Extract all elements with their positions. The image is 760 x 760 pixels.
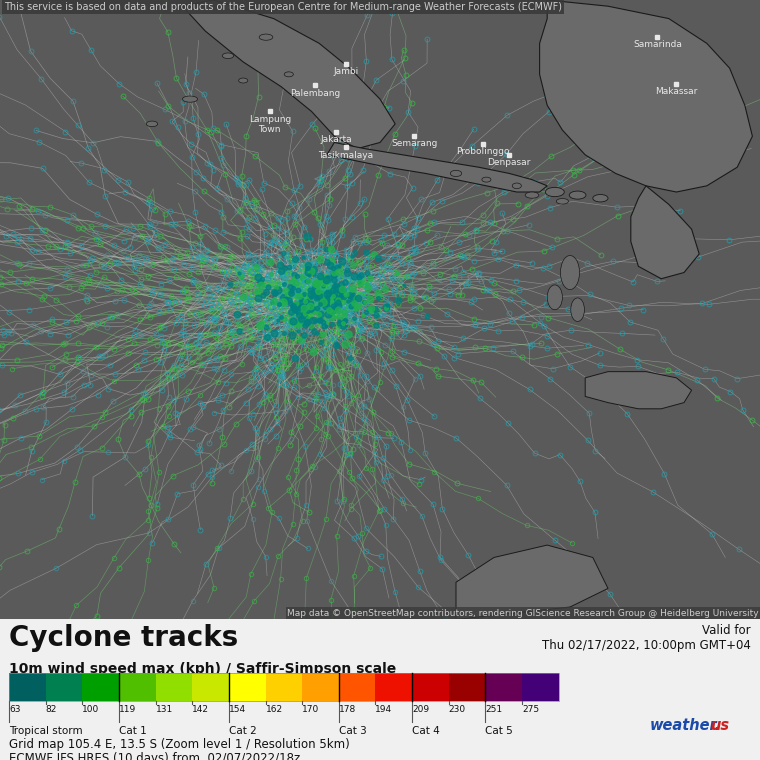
Text: ECMWF IFS HRES (10 days) from  02/07/2022/18z: ECMWF IFS HRES (10 days) from 02/07/2022…	[9, 752, 300, 760]
Ellipse shape	[571, 298, 584, 321]
Bar	[265, 673, 302, 701]
Polygon shape	[182, 0, 395, 149]
Text: 10m wind speed max (kph) / Saffir-Simpson scale: 10m wind speed max (kph) / Saffir-Simpso…	[9, 661, 397, 676]
Polygon shape	[540, 0, 752, 192]
Text: 209: 209	[412, 705, 429, 714]
Ellipse shape	[545, 188, 564, 197]
Bar	[375, 673, 412, 701]
Ellipse shape	[560, 255, 579, 290]
Text: us: us	[711, 717, 730, 733]
Text: 82: 82	[46, 705, 57, 714]
Ellipse shape	[284, 72, 293, 77]
Ellipse shape	[593, 195, 608, 202]
Text: Cyclone tracks: Cyclone tracks	[9, 624, 239, 651]
Text: Makassar: Makassar	[655, 87, 698, 96]
Ellipse shape	[182, 96, 198, 102]
Text: 63: 63	[9, 705, 21, 714]
Text: 119: 119	[119, 705, 136, 714]
Bar	[156, 673, 192, 701]
Text: Valid for
Thu 02/17/2022, 10:00pm GMT+04: Valid for Thu 02/17/2022, 10:00pm GMT+04	[542, 624, 751, 651]
Bar	[486, 673, 522, 701]
Text: Tasikmalaya: Tasikmalaya	[318, 150, 373, 160]
Bar	[522, 673, 559, 701]
Text: 142: 142	[192, 705, 209, 714]
Bar	[82, 673, 119, 701]
Text: Cat 1: Cat 1	[119, 727, 147, 736]
Bar	[192, 673, 229, 701]
Ellipse shape	[450, 170, 461, 176]
Text: Map data © OpenStreetMap contributors, rendering GIScience Research Group @ Heid: Map data © OpenStreetMap contributors, r…	[287, 609, 758, 618]
Text: Probolinggo: Probolinggo	[456, 147, 509, 157]
Ellipse shape	[259, 34, 273, 40]
Text: Jakarta: Jakarta	[320, 135, 352, 144]
Text: Palembang: Palembang	[290, 89, 340, 97]
Ellipse shape	[556, 198, 568, 204]
Bar	[448, 673, 486, 701]
Ellipse shape	[222, 53, 234, 59]
Bar	[46, 673, 82, 701]
Text: 162: 162	[265, 705, 283, 714]
Text: Grid map 105.4 E, 13.5 S (Zoom level 1 / Resolution 5km): Grid map 105.4 E, 13.5 S (Zoom level 1 /…	[9, 738, 350, 751]
Polygon shape	[585, 372, 692, 409]
Bar	[119, 673, 156, 701]
Text: 154: 154	[229, 705, 246, 714]
Bar	[339, 673, 375, 701]
Polygon shape	[631, 185, 699, 279]
Text: 230: 230	[448, 705, 466, 714]
Text: Cat 5: Cat 5	[486, 727, 513, 736]
Ellipse shape	[569, 191, 586, 199]
Bar	[9, 673, 559, 701]
Text: Cat 4: Cat 4	[412, 727, 440, 736]
Text: Samarinda: Samarinda	[633, 40, 682, 49]
Text: This service is based on data and products of the European Centre for Medium-ran: This service is based on data and produc…	[4, 2, 562, 12]
Ellipse shape	[525, 192, 539, 198]
Text: Tropical storm: Tropical storm	[9, 727, 83, 736]
Bar	[229, 673, 265, 701]
Ellipse shape	[482, 177, 491, 182]
Text: 275: 275	[522, 705, 539, 714]
Text: 178: 178	[339, 705, 356, 714]
Polygon shape	[327, 142, 547, 192]
Text: Cat 3: Cat 3	[339, 727, 366, 736]
Text: Jambi: Jambi	[333, 67, 359, 76]
Text: weather.: weather.	[650, 717, 721, 733]
Bar	[9, 673, 46, 701]
Text: 194: 194	[375, 705, 393, 714]
Ellipse shape	[547, 285, 562, 309]
Bar	[302, 673, 339, 701]
Polygon shape	[456, 545, 608, 619]
Text: 131: 131	[156, 705, 173, 714]
Text: Cat 2: Cat 2	[229, 727, 257, 736]
Ellipse shape	[239, 78, 248, 83]
Text: Denpasar: Denpasar	[487, 158, 531, 167]
Ellipse shape	[146, 121, 158, 127]
Text: 251: 251	[486, 705, 502, 714]
Text: 170: 170	[302, 705, 319, 714]
Ellipse shape	[512, 183, 521, 188]
Text: Semarang: Semarang	[391, 139, 438, 148]
Bar	[412, 673, 448, 701]
Text: Lampung
Town: Lampung Town	[249, 115, 291, 134]
Text: 100: 100	[82, 705, 100, 714]
